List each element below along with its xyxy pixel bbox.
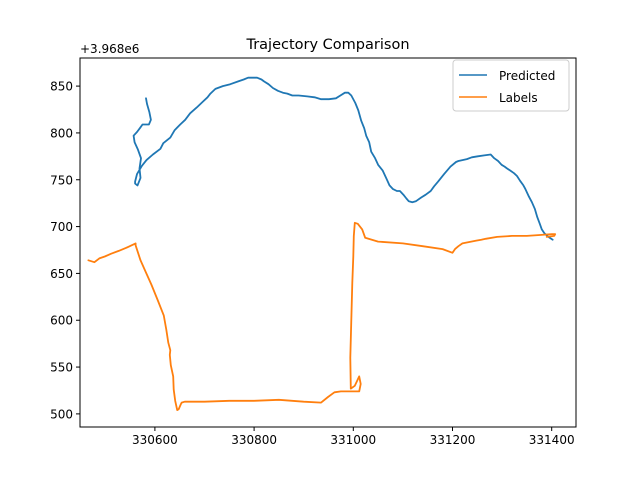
ticks: 330600 330800 331000 331200 331400 500 550 600 6… <box>50 80 575 447</box>
legend-label-labels: Labels <box>499 91 538 105</box>
y-offset-label: +3.968e6 <box>80 42 139 56</box>
x-tick-label: 331000 <box>330 433 376 447</box>
legend: Predicted Labels <box>452 59 570 112</box>
legend-frame <box>452 59 570 112</box>
y-tick-label: 800 <box>50 126 73 140</box>
x-tick-label: 330800 <box>231 433 277 447</box>
y-tick-label: 600 <box>50 314 73 328</box>
axes <box>79 57 577 428</box>
legend-label-predicted: Predicted <box>499 69 555 83</box>
y-tick-label: 650 <box>50 267 73 281</box>
axes-frame <box>79 57 577 428</box>
plot-area <box>87 76 557 412</box>
y-tick-label: 700 <box>50 220 73 234</box>
x-tick-label: 331400 <box>529 433 575 447</box>
y-tick-label: 550 <box>50 361 73 375</box>
y-tick-label: 850 <box>50 80 73 94</box>
series-line-labels <box>87 221 557 412</box>
x-tick-label: 330600 <box>132 433 178 447</box>
x-tick-label: 331200 <box>430 433 476 447</box>
y-tick-label: 750 <box>50 173 73 187</box>
series-line-predicted <box>132 76 554 241</box>
y-tick-label: 500 <box>50 407 73 421</box>
chart-title: Trajectory Comparison <box>245 37 409 53</box>
